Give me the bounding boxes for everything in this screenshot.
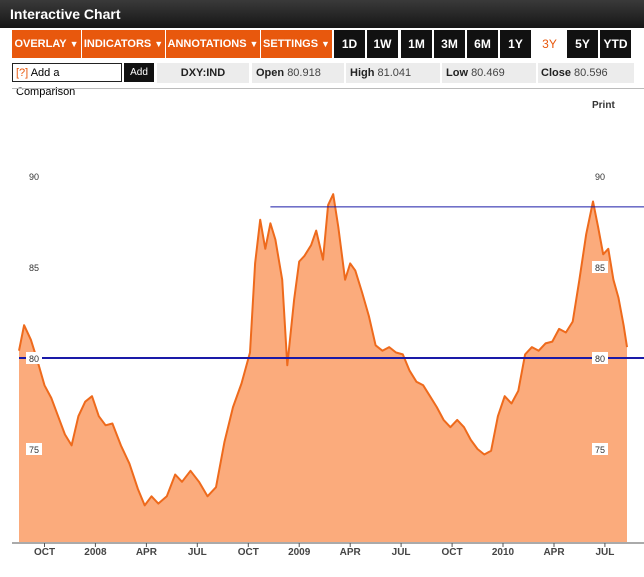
- low-label: Low: [446, 67, 468, 79]
- low-value: 80.469: [471, 67, 505, 79]
- close-cell: Close 80.596: [538, 63, 634, 83]
- x-tick-label-10: APR: [543, 547, 565, 558]
- range-5y-button[interactable]: 5Y: [567, 30, 598, 58]
- y-tick-label-right-80: 80: [595, 354, 605, 364]
- range-1w-button[interactable]: 1W: [367, 30, 398, 58]
- help-icon[interactable]: [?]: [16, 67, 28, 79]
- y-tick-label-right-85: 85: [595, 263, 605, 273]
- chevron-down-icon: ▼: [70, 39, 79, 49]
- quote-bar: [?] Add a Comparison Add DXY:IND Open 80…: [0, 61, 644, 85]
- overlay-menu-label: OVERLAY: [14, 38, 66, 50]
- x-tick-label-11: JUL: [595, 547, 614, 558]
- compare-input[interactable]: [?] Add a Comparison: [12, 63, 122, 82]
- chevron-down-icon: ▼: [250, 39, 259, 49]
- range-1d-button[interactable]: 1D: [334, 30, 365, 58]
- high-cell: High 81.041: [346, 63, 440, 83]
- y-tick-label-left-85: 85: [29, 263, 39, 273]
- x-tick-label-4: OCT: [238, 547, 259, 558]
- indicators-menu-label: INDICATORS: [84, 38, 151, 50]
- y-tick-label-left-80: 80: [29, 354, 39, 364]
- range-3m-button[interactable]: 3M: [434, 30, 465, 58]
- annotations-menu[interactable]: ANNOTATIONS ▼: [166, 30, 260, 58]
- open-cell: Open 80.918: [252, 63, 344, 83]
- price-chart[interactable]: 75 75 80 80 85 85 90 90 OCT 2008 APR JUL OCT 2009 APR J…: [0, 90, 644, 577]
- range-1y-button[interactable]: 1Y: [500, 30, 531, 58]
- symbol-label: DXY:IND: [181, 67, 225, 79]
- x-tick-label-9: 2010: [492, 547, 515, 558]
- settings-menu-label: SETTINGS: [263, 38, 318, 50]
- x-tick-label-3: JUL: [188, 547, 207, 558]
- indicators-menu[interactable]: INDICATORS ▼: [82, 30, 165, 58]
- symbol-cell: DXY:IND: [157, 63, 249, 83]
- close-label: Close: [541, 67, 571, 79]
- range-ytd-button[interactable]: YTD: [600, 30, 631, 58]
- settings-menu[interactable]: SETTINGS ▼: [261, 30, 332, 58]
- add-comparison-button[interactable]: Add: [124, 63, 154, 82]
- close-value: 80.596: [574, 67, 608, 79]
- high-label: High: [350, 67, 374, 79]
- x-tick-label-0: OCT: [34, 547, 55, 558]
- y-tick-label-right-90: 90: [595, 172, 605, 182]
- range-1m-button[interactable]: 1M: [401, 30, 432, 58]
- toolbar: OVERLAY ▼ INDICATORS ▼ ANNOTATIONS ▼ SETTIN…: [0, 29, 644, 59]
- overlay-menu[interactable]: OVERLAY ▼: [12, 30, 81, 58]
- range-6m-button[interactable]: 6M: [467, 30, 498, 58]
- x-tick-label-5: 2009: [288, 547, 311, 558]
- annotations-menu-label: ANNOTATIONS: [168, 38, 247, 50]
- y-tick-label-left-90: 90: [29, 172, 39, 182]
- low-cell: Low 80.469: [442, 63, 536, 83]
- divider: [12, 88, 644, 89]
- chevron-down-icon: ▼: [321, 39, 330, 49]
- x-tick-label-1: 2008: [84, 547, 107, 558]
- range-3y-button[interactable]: 3Y: [534, 30, 565, 58]
- window-title: Interactive Chart: [10, 6, 120, 22]
- x-tick-label-6: APR: [340, 547, 362, 558]
- open-label: Open: [256, 67, 284, 79]
- series-area-dxy: [19, 194, 627, 542]
- y-tick-label-right-75: 75: [595, 445, 605, 455]
- y-tick-label-left-75: 75: [29, 445, 39, 455]
- chevron-down-icon: ▼: [154, 39, 163, 49]
- window-titlebar: Interactive Chart: [0, 0, 644, 28]
- x-tick-label-2: APR: [136, 547, 158, 558]
- x-tick-label-8: OCT: [442, 547, 463, 558]
- x-tick-label-7: JUL: [392, 547, 411, 558]
- high-value: 81.041: [378, 67, 412, 79]
- open-value: 80.918: [287, 67, 321, 79]
